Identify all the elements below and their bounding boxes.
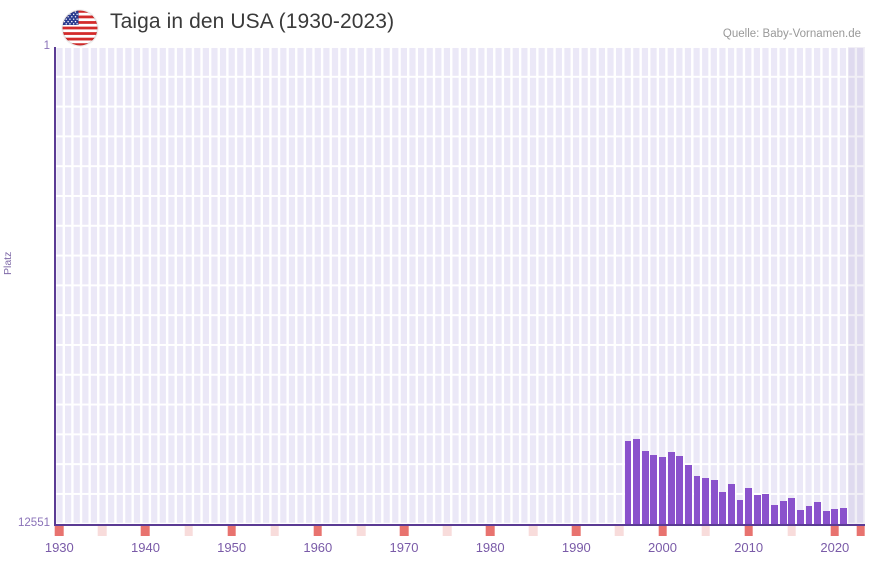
x-tick-mark [313, 526, 323, 536]
bar [693, 476, 701, 524]
chart-header: Taiga in den USA (1930-2023) Quelle: Bab… [0, 0, 873, 46]
x-tick-mark-minor [701, 526, 710, 536]
x-tick-mark [830, 526, 840, 536]
page-title: Taiga in den USA (1930-2023) [110, 10, 395, 33]
bar [641, 451, 649, 524]
plot-area [55, 47, 865, 524]
x-tick-mark [54, 526, 64, 536]
bar [633, 439, 641, 524]
bar [676, 455, 684, 524]
bar [667, 451, 675, 524]
x-tick-mark [744, 526, 753, 536]
x-tick-mark [572, 526, 581, 536]
x-tick-label: 1950 [217, 540, 247, 555]
us-flag-icon [62, 10, 98, 46]
x-tick-label: 2000 [648, 540, 677, 555]
bar [659, 457, 666, 524]
x-tick-mark [485, 526, 495, 536]
bar [710, 479, 718, 524]
x-tick-mark-end [856, 526, 865, 536]
bar [771, 505, 778, 524]
grid-lines [55, 47, 865, 524]
x-tick-mark-minor [787, 526, 797, 536]
x-tick-label: 1980 [475, 540, 505, 555]
x-tick-label: 2010 [734, 540, 764, 555]
x-tick-label: 1940 [131, 540, 160, 555]
bar [779, 500, 787, 524]
bar [753, 495, 761, 524]
bar [702, 477, 709, 524]
bar [762, 493, 770, 524]
projection-shaded-band [847, 47, 865, 524]
bar-series [55, 47, 865, 524]
x-tick-mark [658, 526, 667, 536]
x-tick-mark-minor [98, 526, 107, 536]
x-tick-label: 1970 [389, 540, 419, 555]
x-axis-line [54, 524, 865, 526]
x-tick-mark-minor [442, 526, 452, 536]
source-label: Quelle: Baby-Vornamen.de [722, 28, 861, 40]
x-tick-label: 1930 [44, 540, 74, 555]
y-tick-label: 1 [43, 40, 50, 52]
x-tick-mark-minor [356, 526, 366, 536]
bar [814, 502, 821, 524]
x-tick-mark-minor [615, 526, 624, 536]
bar [728, 483, 735, 524]
x-tick-mark [399, 526, 409, 536]
x-tick-mark [141, 526, 150, 536]
x-tick-label: 1960 [303, 540, 333, 555]
bar [650, 454, 658, 524]
x-tick-mark-minor [528, 526, 538, 536]
bar [788, 497, 796, 524]
bar [840, 508, 847, 524]
y-tick-label: 12551 [18, 517, 50, 529]
y-axis-ticks: 1 12551 [0, 0, 50, 567]
x-tick-mark [227, 526, 236, 536]
bar [805, 506, 813, 524]
bar [624, 441, 632, 524]
x-tick-label: 2020 [820, 540, 850, 555]
bar [736, 500, 744, 524]
bar [796, 509, 804, 524]
y-axis-line [54, 47, 56, 526]
bar [684, 465, 692, 524]
x-tick-mark-minor [270, 526, 280, 536]
bar [822, 510, 830, 524]
bar [719, 491, 727, 524]
x-tick-mark-minor [184, 526, 193, 536]
x-tick-label: 1990 [561, 540, 591, 555]
bar [745, 487, 753, 524]
bar [831, 508, 839, 524]
